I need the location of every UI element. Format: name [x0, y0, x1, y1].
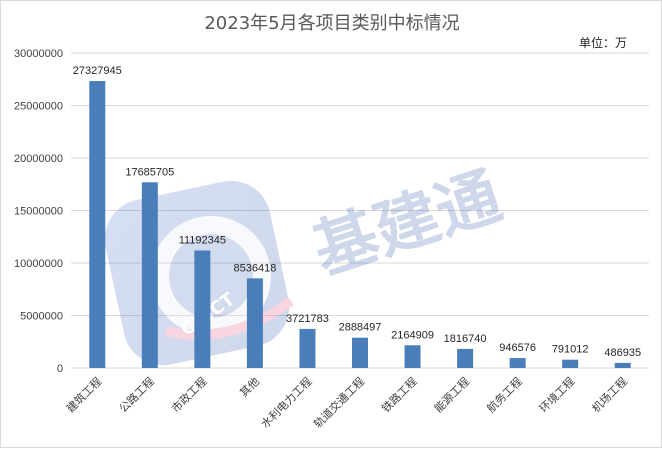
- data-labels: 27327945 17685705 11192345 8536418 3721783 28…: [73, 65, 641, 359]
- x-category-label: 能源工程: [431, 374, 472, 415]
- data-label: 11192345: [179, 234, 226, 246]
- data-label: 2164909: [391, 329, 434, 341]
- bar: [194, 250, 211, 368]
- watermark-logo: CINCT 基建通: [104, 160, 510, 366]
- y-tick-label: 25000000: [14, 101, 63, 113]
- x-category-label: 其他: [237, 375, 262, 400]
- bar: [457, 348, 474, 368]
- bar: [299, 328, 316, 368]
- x-category-label: 铁路工程: [379, 375, 419, 415]
- x-category-label: 市政工程: [168, 374, 209, 415]
- bar: [404, 345, 421, 368]
- bar: [246, 278, 263, 368]
- bar: [141, 182, 158, 368]
- x-category-label: 轨道交通工程: [311, 374, 368, 431]
- y-tick-label: 10000000: [14, 258, 63, 270]
- data-label: 27327945: [73, 65, 122, 77]
- x-category-label: 航务工程: [484, 374, 525, 415]
- bar: [509, 358, 526, 368]
- unit-label: 单位：万: [578, 36, 627, 50]
- y-tick-label: 15000000: [14, 206, 63, 218]
- chart-title: 2023年5月各项目类别中标情况: [204, 13, 460, 34]
- y-tick-label: 20000000: [14, 153, 63, 165]
- y-axis-ticks: 0 5000000 10000000 15000000 20000000 25000000…: [14, 48, 63, 375]
- bars: [89, 81, 631, 368]
- data-label: 17685705: [125, 166, 174, 178]
- x-category-label: 环境工程: [536, 374, 577, 415]
- bar: [352, 337, 368, 368]
- y-tick-label: 0: [57, 363, 63, 375]
- x-category-label: 机场工程: [589, 374, 630, 415]
- bar: [614, 362, 631, 368]
- data-label: 791012: [552, 344, 589, 356]
- x-category-label: 水利电力工程: [259, 375, 315, 431]
- watermark-text: 基建通: [305, 160, 510, 290]
- data-label: 486935: [604, 347, 641, 359]
- data-label: 2888497: [339, 322, 382, 334]
- x-category-label: 建筑工程: [63, 374, 104, 415]
- data-label: 3721783: [286, 313, 329, 325]
- data-label: 1816740: [444, 333, 487, 345]
- data-label: 8536418: [233, 262, 276, 274]
- y-tick-label: 30000000: [14, 48, 63, 60]
- data-label: 946576: [499, 342, 536, 354]
- bar: [562, 359, 579, 368]
- y-tick-label: 5000000: [20, 311, 63, 323]
- x-category-label: 公路工程: [117, 375, 157, 415]
- bar: [89, 81, 106, 368]
